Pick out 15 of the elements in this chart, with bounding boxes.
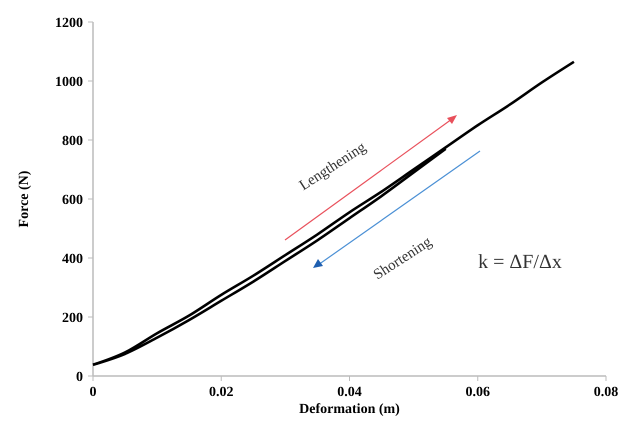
y-tick-label: 0 xyxy=(76,370,83,385)
y-tick-label: 400 xyxy=(62,252,83,267)
x-tick-label: 0.06 xyxy=(466,385,490,400)
x-axis-title: Deformation (m) xyxy=(299,402,400,417)
x-tick-label: 0.08 xyxy=(594,385,618,400)
y-tick-label: 600 xyxy=(62,193,83,208)
y-tick-label: 800 xyxy=(62,134,83,149)
x-tick-label: 0.04 xyxy=(337,385,362,400)
y-tick-label: 200 xyxy=(62,311,83,326)
y-tick-label: 1000 xyxy=(55,75,83,90)
x-tick-label: 0.02 xyxy=(209,385,234,400)
annotation: k = ΔF/Δx xyxy=(478,251,562,273)
y-axis-title: Force (N) xyxy=(17,170,32,228)
x-tick-label: 0 xyxy=(90,385,96,400)
y-tick-label: 1200 xyxy=(55,16,83,31)
